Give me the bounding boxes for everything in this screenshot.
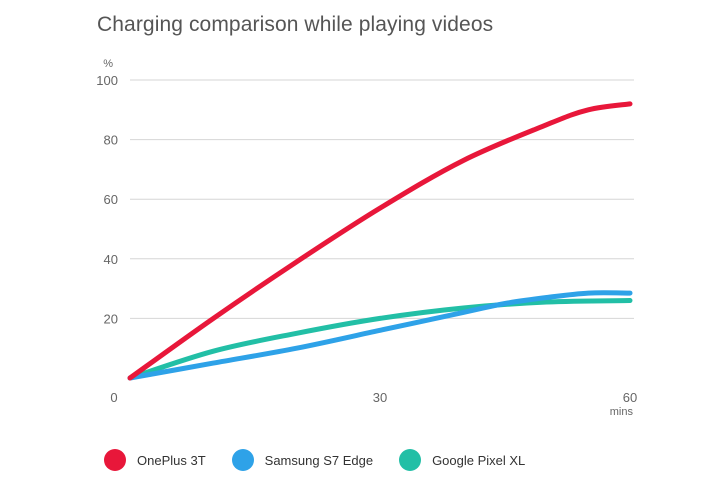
grid-lines [130, 79, 634, 319]
legend-label: OnePlus 3T [137, 452, 206, 468]
legend-marker [231, 449, 254, 471]
legend-label: Google Pixel XL [432, 452, 526, 468]
legend-item-pixel: Google Pixel XL [399, 449, 525, 471]
legend-item-oneplus: OnePlus 3T [104, 449, 206, 471]
legend-marker [399, 449, 422, 471]
x-tick-label: 30 [373, 390, 387, 405]
chart-plot: % mins 20 40 60 80 100 0 30 60 [96, 58, 637, 418]
legend: OnePlus 3T Samsung S7 Edge Google Pixel … [104, 449, 551, 471]
series-line-samsung-s7-edge [127, 290, 633, 381]
series-line-google-pixel-xl [127, 298, 633, 381]
x-unit-label: mins [610, 406, 634, 418]
y-tick-label: 100 [96, 73, 118, 88]
x-tick-label: 60 [623, 390, 637, 405]
legend-label: Samsung S7 Edge [264, 452, 374, 468]
x-tick-label: 0 [110, 390, 117, 405]
y-tick-label: 80 [104, 133, 118, 148]
series-line-oneplus-3t [127, 101, 633, 381]
series-lines [127, 101, 633, 381]
y-tick-label: 40 [104, 252, 118, 267]
y-tick-label: 20 [104, 311, 118, 326]
y-tick-label: 60 [104, 192, 118, 207]
y-unit-label: % [103, 58, 113, 70]
legend-marker [104, 449, 126, 471]
axis-labels: % mins 20 40 60 80 100 0 30 60 [96, 58, 637, 418]
legend-item-samsung: Samsung S7 Edge [231, 449, 374, 471]
chart-title: Charging comparison while playing videos [97, 13, 494, 36]
